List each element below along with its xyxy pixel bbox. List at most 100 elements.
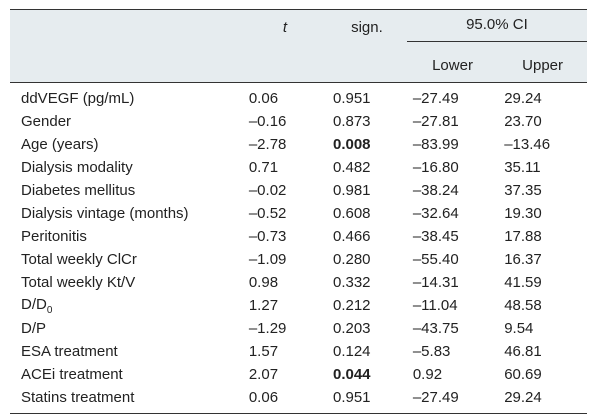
cell-sign: 0.203 — [332, 320, 371, 337]
header-row-1: t sign. 95.0% CI — [10, 9, 587, 48]
row-label-text: D/P — [21, 320, 47, 337]
header-empty-cell — [242, 48, 327, 83]
cell-ci-lower: –11.04 — [412, 297, 458, 314]
cell-sign: 0.608 — [332, 205, 371, 222]
cell-ci-upper: 35.11 — [504, 159, 541, 176]
row-label-text: ddVEGF (pg/mL) — [21, 90, 135, 107]
cell-sign: 0.873 — [332, 113, 371, 130]
cell-t: 0.98 — [248, 274, 279, 291]
cell-ci-upper: 60.69 — [504, 366, 542, 383]
cell-sign: 0.981 — [332, 182, 371, 199]
cell-t: –0.52 — [248, 205, 287, 222]
cell-ci-upper: –13.46 — [504, 136, 551, 153]
header-t: t — [242, 9, 327, 48]
cell-ci-lower: –27.49 — [412, 90, 459, 107]
cell-sign: 0.951 — [332, 389, 371, 406]
table-row: ESA treatment 1.57 0.124 –5.83 46.81 — [10, 340, 587, 363]
cell-t: –0.73 — [248, 228, 287, 245]
row-label-text: ACEi treatment — [21, 366, 123, 383]
cell-ci-lower: –38.45 — [412, 228, 459, 245]
cell-ci-upper: 29.24 — [504, 90, 542, 107]
cell-ci-upper: 46.81 — [504, 343, 542, 360]
regression-table: t sign. 95.0% CI Lower Upper ddVEGF (pg/… — [10, 9, 587, 414]
table-row: Statins treatment 0.06 0.951 –27.49 29.24 — [10, 386, 587, 414]
cell-t: 1.27 — [248, 297, 279, 314]
row-label-text: Gender — [21, 113, 72, 130]
cell-ci-lower: –32.64 — [412, 205, 459, 222]
row-label-text: Dialysis modality — [21, 159, 133, 176]
table-row: Age (years) –2.78 0.008 –83.99 –13.46 — [10, 133, 587, 156]
row-label: ACEi treatment — [10, 363, 243, 386]
header-row-2: Lower Upper — [10, 48, 587, 83]
row-label: Gender — [10, 110, 243, 133]
row-label: Age (years) — [10, 133, 243, 156]
row-label: Total weekly Kt/V — [10, 271, 243, 294]
cell-ci-lower: –83.99 — [412, 136, 459, 153]
header-ci-cell: 95.0% CI — [406, 9, 587, 48]
cell-t: 0.71 — [248, 159, 279, 176]
cell-t: 0.06 — [248, 90, 279, 107]
row-label-text: Total weekly ClCr — [21, 251, 137, 268]
cell-ci-lower: –14.31 — [412, 274, 459, 291]
cell-ci-upper: 29.24 — [504, 389, 542, 406]
row-label: Peritonitis — [10, 225, 243, 248]
row-label: Diabetes mellitus — [10, 179, 243, 202]
header-lower: Lower — [406, 48, 499, 83]
cell-ci-upper: 23.70 — [504, 113, 542, 130]
cell-ci-lower: –27.81 — [412, 113, 459, 130]
cell-ci-lower: 0.92 — [412, 366, 443, 383]
cell-ci-lower: –38.24 — [412, 182, 459, 199]
cell-ci-upper: 16.37 — [504, 251, 542, 268]
cell-sign: 0.466 — [332, 228, 371, 245]
table-row: Dialysis modality 0.71 0.482 –16.80 35.11 — [10, 156, 587, 179]
cell-t: –2.78 — [248, 136, 287, 153]
header-empty-cell — [10, 9, 243, 48]
table-row: Gender –0.16 0.873 –27.81 23.70 — [10, 110, 587, 133]
header-empty-cell — [10, 48, 243, 83]
row-label-text: Statins treatment — [21, 389, 135, 406]
header-ci: 95.0% CI — [406, 16, 587, 42]
cell-sign: 0.008 — [332, 136, 371, 153]
table-row: Total weekly Kt/V 0.98 0.332 –14.31 41.59 — [10, 271, 587, 294]
cell-ci-upper: 19.30 — [504, 205, 542, 222]
row-label-text: Diabetes mellitus — [21, 182, 136, 199]
row-label-text: Age (years) — [21, 136, 99, 153]
cell-sign: 0.124 — [332, 343, 371, 360]
row-label: Dialysis vintage (months) — [10, 202, 243, 225]
cell-sign: 0.332 — [332, 274, 371, 291]
cell-sign: 0.212 — [332, 297, 371, 314]
row-label: Dialysis modality — [10, 156, 243, 179]
row-label: D/D0 — [10, 294, 243, 317]
cell-t: 2.07 — [248, 366, 279, 383]
cell-sign: 0.951 — [332, 90, 371, 107]
cell-t: –1.29 — [248, 320, 287, 337]
cell-ci-upper: 9.54 — [504, 320, 534, 337]
cell-ci-upper: 48.58 — [504, 297, 542, 314]
cell-ci-upper: 17.88 — [504, 228, 542, 245]
cell-ci-lower: –16.80 — [412, 159, 459, 176]
table-row: Dialysis vintage (months) –0.52 0.608 –32.6… — [10, 202, 587, 225]
cell-t: 0.06 — [248, 389, 279, 406]
cell-t: –0.16 — [248, 113, 287, 130]
cell-sign: 0.280 — [332, 251, 371, 268]
cell-t: –1.09 — [248, 251, 287, 268]
row-label: Total weekly ClCr — [10, 248, 243, 271]
row-label-subscript: 0 — [46, 304, 53, 316]
cell-ci-upper: 41.59 — [504, 274, 542, 291]
cell-t: –0.02 — [248, 182, 287, 199]
row-label: ddVEGF (pg/mL) — [10, 83, 243, 111]
cell-ci-lower: –27.49 — [412, 389, 459, 406]
row-label-text: Total weekly Kt/V — [21, 274, 136, 291]
cell-ci-upper: 37.35 — [504, 182, 542, 199]
row-label-text: Peritonitis — [21, 228, 87, 245]
table-row: ACEi treatment 2.07 0.044 0.92 60.69 — [10, 363, 587, 386]
table-header: t sign. 95.0% CI Lower Upper — [10, 9, 587, 83]
header-upper: Upper — [498, 48, 587, 83]
table-row: D/D0 1.27 0.212 –11.04 48.58 — [10, 294, 587, 317]
row-label: D/P — [10, 317, 243, 340]
cell-ci-lower: –5.83 — [412, 343, 451, 360]
row-label: ESA treatment — [10, 340, 243, 363]
cell-sign: 0.044 — [332, 366, 371, 383]
table-row: Peritonitis –0.73 0.466 –38.45 17.88 — [10, 225, 587, 248]
